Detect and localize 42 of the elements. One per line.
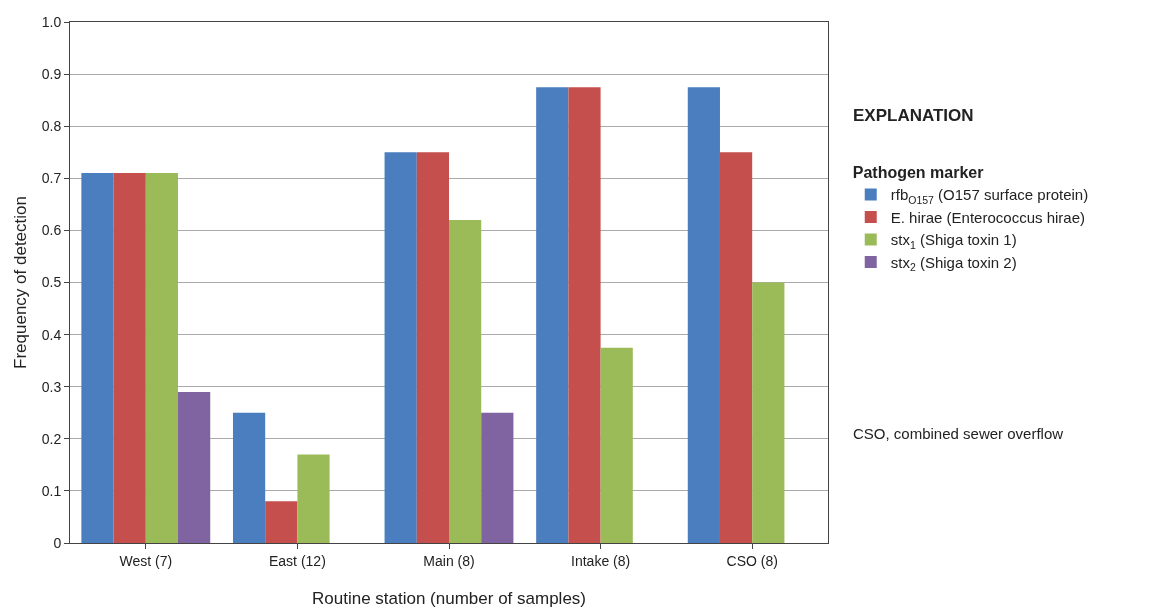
bar	[687, 87, 720, 543]
text: EXPLANATION	[853, 106, 974, 125]
bar	[178, 391, 211, 543]
y-tick-label: 0.2	[41, 430, 62, 447]
bar	[719, 152, 753, 543]
y-tick-label: 0.8	[41, 118, 62, 135]
y-tick-label: 0.4	[41, 326, 62, 343]
text: CSO, combined sewer overflow	[853, 425, 1064, 442]
x-tick-label: West (7)	[119, 552, 173, 569]
legend-label: stx$_{2}$ (Shiga toxin 2)	[890, 253, 1017, 274]
y-tick-label: 0.6	[41, 222, 62, 239]
bar	[145, 173, 179, 543]
y-tick-label: 0.1	[41, 482, 62, 499]
legend-label: rfb$_{O157}$ (O157 surface protein)	[890, 186, 1089, 206]
bar	[81, 173, 114, 543]
y-tick-label: 0.9	[41, 66, 62, 82]
x-tick-label: Intake (8)	[571, 552, 631, 569]
legend-title: Pathogen marker	[852, 164, 984, 182]
legend-label: stx$_{1}$ (Shiga toxin 1)	[890, 231, 1017, 251]
bar	[297, 454, 330, 543]
bar	[384, 152, 417, 543]
x-tick-label: CSO (8)	[726, 552, 778, 569]
bar	[600, 347, 633, 543]
y-tick-label: 1.0	[41, 13, 62, 30]
x-tick-label: East (12)	[268, 552, 326, 569]
y-tick-label: 0.5	[41, 274, 62, 291]
x-axis-title: Routine station (number of samples)	[311, 589, 587, 608]
y-tick-label: 0.7	[41, 170, 62, 187]
y-tick-label: 0.3	[41, 378, 62, 395]
bar	[752, 282, 785, 543]
bar	[568, 87, 601, 543]
bar	[416, 152, 449, 543]
bar	[265, 501, 298, 543]
bar	[449, 219, 482, 543]
bar	[113, 173, 146, 543]
bar	[481, 412, 514, 543]
y-tick-label: 0	[53, 534, 62, 551]
y-axis-title: Frequency of detection	[11, 196, 30, 369]
bar	[536, 87, 569, 543]
legend-label: E. hirae (Enterococcus hirae)	[890, 208, 1086, 226]
x-tick-label: Main (8)	[423, 552, 475, 569]
bar	[232, 412, 266, 543]
